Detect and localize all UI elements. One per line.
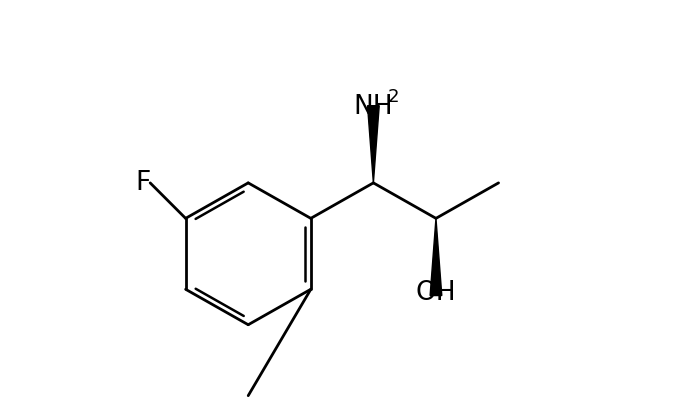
- Text: F: F: [135, 170, 151, 196]
- Text: OH: OH: [415, 280, 456, 306]
- Polygon shape: [430, 218, 442, 296]
- Text: 2: 2: [388, 88, 399, 106]
- Polygon shape: [367, 106, 379, 183]
- Text: NH: NH: [354, 94, 393, 120]
